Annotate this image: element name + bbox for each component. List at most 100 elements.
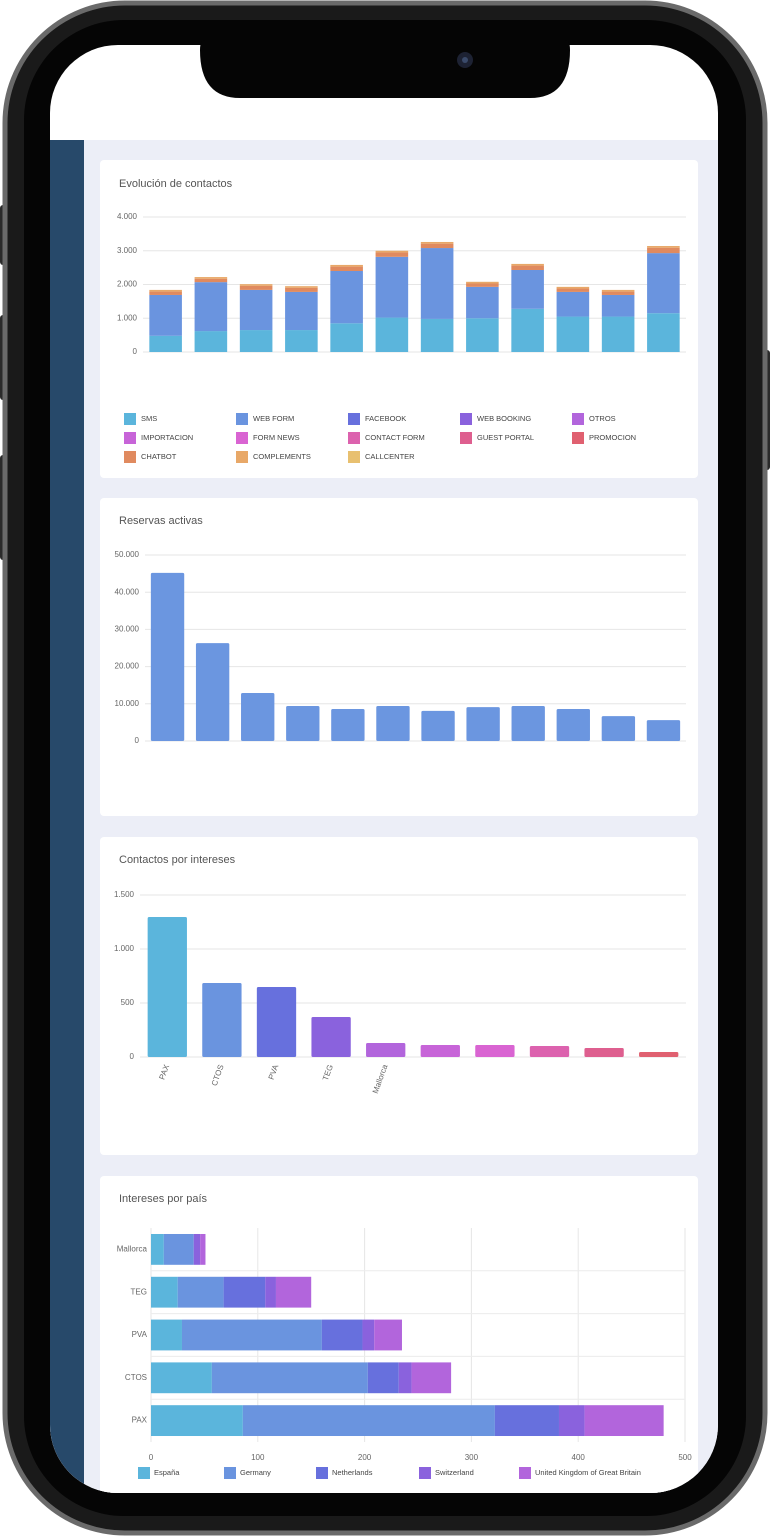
legend-label: Netherlands [332,1468,373,1477]
legend-swatch [224,1467,236,1479]
legend-swatch [124,451,136,463]
bar-segment [265,1276,276,1308]
y-tick-label: PAX [132,1416,148,1425]
chart-title: Reservas activas [119,515,203,527]
legend-swatch [348,413,360,425]
legend-swatch [460,413,472,425]
legend-label: GUEST PORTAL [477,433,534,442]
bar [466,707,500,741]
bar-segment [242,1405,495,1437]
bar [529,1045,570,1057]
y-tick-label: 0 [133,347,138,356]
bar-segment [239,285,273,290]
y-tick-label: 3.000 [117,246,138,255]
bar-segment [494,1405,559,1437]
bar-segment [375,252,409,257]
bar [311,1017,351,1057]
bar-segment [194,331,228,352]
legend-swatch [419,1467,431,1479]
bar-segment [194,277,228,279]
bar [256,987,297,1057]
bar-segment [239,330,273,352]
bar-segment [511,308,544,352]
bar-segment [375,317,409,352]
legend-swatch [572,413,584,425]
y-tick-label: 20.000 [115,662,140,671]
y-tick-label: CTOS [125,1373,147,1382]
legend-label: CONTACT FORM [365,433,425,442]
bar [420,1045,460,1057]
bar-segment [285,287,318,292]
bar-segment [556,291,590,317]
bar [584,1048,624,1057]
legend-label: PROMOCION [589,433,636,442]
bar-segment [239,284,273,286]
y-tick-label: 1.000 [114,944,135,953]
bar-segment [149,335,182,352]
bar-segment [601,294,635,317]
legend-label: España [154,1468,180,1477]
bar-segment [398,1362,412,1394]
bar [366,1042,406,1057]
bar [331,709,365,741]
legend-swatch [572,432,584,444]
bar [475,1045,515,1057]
y-tick-label: 0 [135,736,140,745]
x-tick-label: 300 [465,1453,479,1462]
bar-segment [367,1362,399,1394]
y-tick-label: 500 [121,998,135,1007]
chart-title: Evolución de contactos [119,178,233,190]
bar [421,710,455,741]
bar-segment [149,289,182,292]
bar-segment [239,289,273,331]
y-tick-label: 50.000 [115,550,140,559]
bar-segment [556,316,590,352]
bar-segment [330,266,363,271]
bar [556,709,590,741]
bar [241,693,275,741]
legend-label: OTROS [589,414,616,423]
bar-segment [149,291,182,295]
bar-segment [151,1362,212,1394]
bar-segment [601,291,635,295]
bar-segment [374,1319,402,1351]
bar-segment [194,278,228,283]
legend-label: SMS [141,414,157,423]
bar [639,1052,679,1057]
bar-segment [163,1233,194,1265]
bar-segment [375,250,409,253]
bar-segment [647,247,680,254]
camera-lens [462,57,468,63]
legend-swatch [124,413,136,425]
chart-title: Intereses por país [119,1193,208,1205]
bar-segment [647,246,680,248]
bar-segment [647,313,680,352]
y-tick-label: 30.000 [115,625,140,634]
legend-swatch [236,451,248,463]
legend-label: Switzerland [435,1468,474,1477]
bar-segment [275,1276,312,1308]
x-tick-label: 500 [678,1453,692,1462]
bar [646,720,681,741]
bar [286,706,320,741]
bar-segment [151,1276,178,1308]
y-tick-label: 10.000 [115,699,140,708]
bar-segment [285,286,318,288]
bar-segment [177,1276,224,1308]
notch [200,40,570,98]
bar-segment [223,1276,266,1308]
legend-swatch [124,432,136,444]
bar [202,983,242,1057]
bar-segment [420,318,454,352]
bar-segment [647,253,680,314]
bar-segment [181,1319,322,1351]
y-tick-label: 4.000 [117,212,138,221]
legend-label: United Kingdom of Great Britain [535,1468,641,1477]
bar-segment [556,288,590,292]
bar-segment [601,316,635,352]
bar-segment [285,291,318,331]
screen-content: Evolución de contactos 0 1.000 2.000 3.000 4.… [50,140,718,1493]
legend-label: COMPLEMENTS [253,452,311,461]
legend-swatch [316,1467,328,1479]
legend-label: CHATBOT [141,452,177,461]
